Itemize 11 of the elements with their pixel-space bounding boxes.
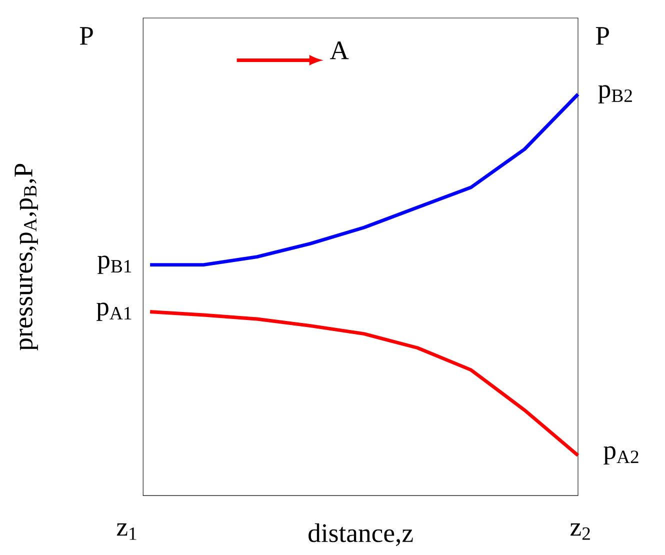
text: z$_{1}$ bbox=[116, 523, 136, 540]
text: p$_{A1}$ bbox=[96, 302, 132, 321]
text: P bbox=[596, 27, 609, 45]
y-axis-title: pressures,p$_{A}$,p$_{B}$,P bbox=[14, 164, 38, 350]
text: z$_{2}$ bbox=[570, 523, 590, 540]
text: A bbox=[330, 42, 349, 60]
x-axis-title: distance,z bbox=[308, 523, 413, 546]
text: p$_{B2}$ bbox=[598, 85, 632, 104]
text: P bbox=[80, 27, 93, 45]
text: p$_{A2}$ bbox=[604, 446, 638, 465]
text: p$_{B1}$ bbox=[98, 256, 132, 274]
